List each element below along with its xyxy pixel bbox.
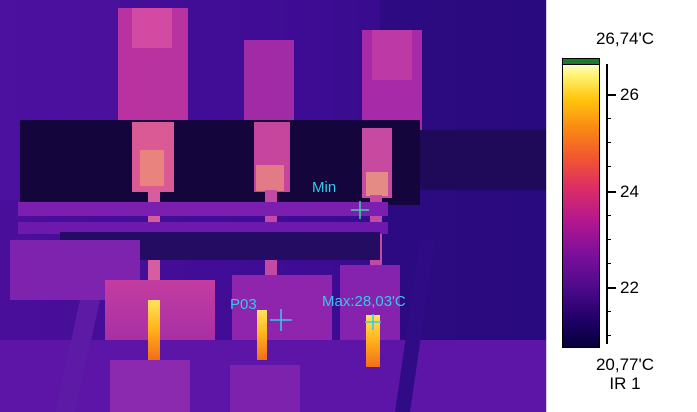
image-mode-label: IR 1 <box>609 374 641 393</box>
color-scale-cap <box>562 58 600 65</box>
thermal-image-canvas <box>0 0 546 412</box>
p03-marker-label: P03 <box>230 296 257 313</box>
scale-minor-tick <box>606 311 611 312</box>
scale-min-label: 20,77'C <box>595 355 655 374</box>
scale-minor-tick <box>606 118 611 119</box>
scale-minor-tick <box>606 215 611 216</box>
scale-tick-label: 22 <box>620 278 639 297</box>
scale-axis <box>606 64 608 344</box>
scale-minor-tick <box>606 166 611 167</box>
min-crosshair-icon[interactable] <box>351 201 369 219</box>
scale-minor-tick <box>606 263 611 264</box>
max-crosshair-icon[interactable] <box>365 314 381 330</box>
scale-tick <box>606 94 616 96</box>
scale-tick-label: 26 <box>620 85 639 104</box>
color-scale-bar[interactable] <box>562 58 600 348</box>
min-marker-label: Min <box>312 179 337 196</box>
thermal-image[interactable]: Min P03 Max:28,03'C <box>0 0 547 412</box>
p03-crosshair-icon[interactable] <box>270 309 292 331</box>
scale-tick <box>606 287 616 289</box>
max-marker-label: Max:28,03'C <box>322 293 406 310</box>
scale-minor-tick <box>606 239 611 240</box>
scale-tick-label: 24 <box>620 182 639 201</box>
scale-tick <box>606 191 616 193</box>
scale-max-label: 26,74'C <box>595 29 655 48</box>
scale-minor-tick <box>606 142 611 143</box>
scale-minor-tick <box>606 335 611 336</box>
